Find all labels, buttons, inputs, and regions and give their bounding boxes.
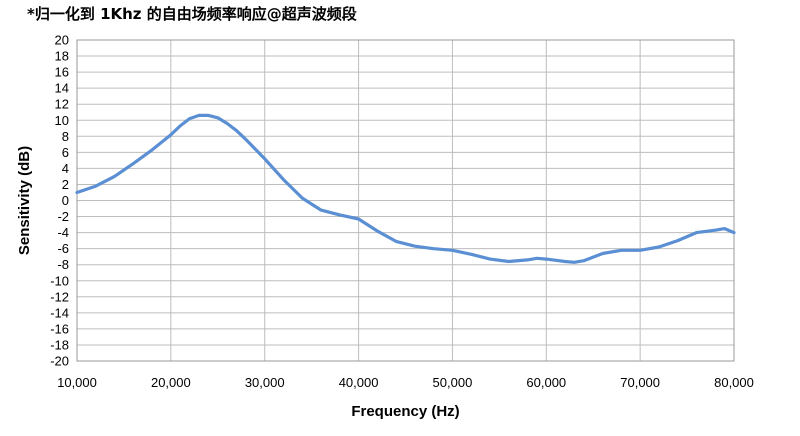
x-tick-label: 60,000 [526, 375, 566, 390]
y-tick-label: 6 [62, 145, 69, 160]
x-axis-ticks: 10,000 20,000 30,000 40,000 50,000 60,000 70,0… [57, 375, 754, 390]
y-tick-label: 8 [62, 129, 69, 144]
y-tick-label: 2 [62, 177, 69, 192]
y-tick-label: 16 [55, 65, 69, 80]
grid [76, 39, 735, 362]
x-tick-label: 10,000 [57, 375, 97, 390]
x-tick-label: 80,000 [714, 375, 754, 390]
y-tick-label: -2 [57, 209, 69, 224]
y-tick-label: -20 [50, 354, 69, 369]
chart-title: *归一化到 1Khz 的自由场频率响应@超声波频段 [27, 5, 357, 23]
x-tick-label: 40,000 [339, 375, 379, 390]
y-tick-label: -12 [50, 289, 69, 304]
y-tick-label: 0 [62, 193, 69, 208]
y-tick-label: 12 [55, 97, 69, 112]
y-tick-label: -18 [50, 337, 69, 352]
y-tick-label: 20 [55, 33, 69, 48]
x-tick-label: 70,000 [620, 375, 660, 390]
x-tick-label: 30,000 [245, 375, 285, 390]
x-tick-label: 20,000 [151, 375, 191, 390]
y-tick-label: -8 [57, 257, 69, 272]
y-tick-label: -14 [50, 305, 69, 320]
y-tick-label: 18 [55, 49, 69, 64]
y-tick-label: 4 [62, 161, 69, 176]
y-tick-label: -6 [57, 241, 69, 256]
series-line [75, 113, 736, 264]
series-layer [75, 113, 736, 264]
y-tick-label: -10 [50, 273, 69, 288]
x-axis-title: Frequency (Hz) [351, 403, 459, 420]
y-tick-label: 14 [55, 81, 69, 96]
x-tick-label: 50,000 [433, 375, 473, 390]
y-tick-label: -4 [57, 225, 69, 240]
y-axis-title: Sensitivity (dB) [16, 146, 33, 255]
y-tick-label: 10 [55, 113, 69, 128]
y-axis-ticks: 20181614121086420-2-4-6-8-10-12-14-16-18… [50, 33, 69, 369]
y-tick-label: -16 [50, 321, 69, 336]
plot-area [76, 39, 735, 362]
